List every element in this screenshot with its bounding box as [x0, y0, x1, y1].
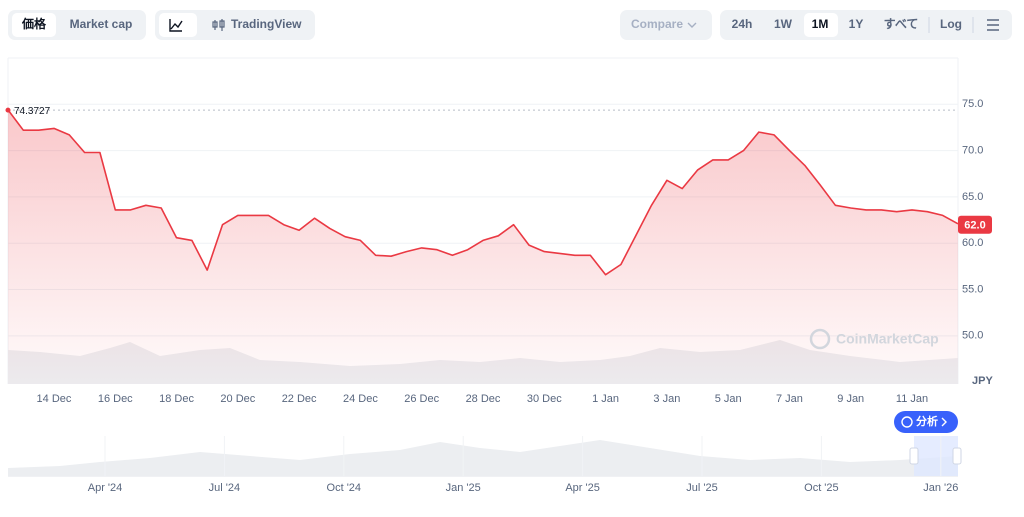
range-button[interactable]: 1M — [812, 17, 829, 31]
x-tick-label: 20 Dec — [220, 393, 255, 405]
navigator-label: Oct '25 — [804, 482, 839, 494]
last-price-label: 62.0 — [964, 220, 985, 232]
view-button[interactable]: TradingView — [231, 17, 302, 31]
navigator-area — [8, 440, 958, 476]
reference-label: 74.3727 — [14, 106, 51, 117]
navigator-label: Apr '24 — [88, 482, 123, 494]
compare-button[interactable] — [620, 10, 712, 40]
navigator-label: Oct '24 — [327, 482, 362, 494]
x-tick-label: 16 Dec — [98, 393, 133, 405]
analysis-button[interactable] — [894, 411, 958, 433]
navigator-label: Jul '25 — [686, 482, 717, 494]
plot — [5, 103, 959, 385]
x-tick-label: 24 Dec — [343, 393, 378, 405]
active-view[interactable] — [159, 13, 197, 37]
tab[interactable]: 価格 — [21, 16, 47, 31]
x-tick-label: 26 Dec — [404, 393, 439, 405]
x-tick-label: 3 Jan — [653, 393, 680, 405]
x-tick-label: 30 Dec — [527, 393, 562, 405]
x-tick-label: 18 Dec — [159, 393, 194, 405]
active-range — [804, 13, 838, 37]
unit-label: JPY — [972, 375, 993, 387]
candle-icon — [212, 19, 225, 31]
x-tick-label: 5 Jan — [715, 393, 742, 405]
navigator-window[interactable] — [914, 436, 958, 476]
navigator-label: Jul '24 — [209, 482, 240, 494]
watermark: CoinMarketCap — [836, 331, 939, 347]
chevron — [941, 417, 947, 427]
price-area — [8, 109, 958, 385]
navigator-handle[interactable] — [952, 447, 962, 465]
range-button[interactable]: 24h — [732, 17, 753, 31]
x-tick-label: 9 Jan — [837, 393, 864, 405]
y-tick-label: 50.0 — [962, 330, 983, 342]
range-button[interactable]: すべて — [884, 17, 919, 31]
navigator-label: Jan '26 — [923, 482, 958, 494]
analysis-label: 分析 — [916, 414, 938, 428]
chevron — [687, 22, 697, 28]
range-group — [720, 10, 1012, 40]
x-tick-label: 1 Jan — [592, 393, 619, 405]
navigator-handle[interactable] — [909, 447, 919, 465]
y-tick-label: 75.0 — [962, 98, 983, 110]
last-price-badge — [958, 215, 992, 234]
x-tick-label: 28 Dec — [466, 393, 501, 405]
x-tick-label: 7 Jan — [776, 393, 803, 405]
watermark-logo — [809, 328, 831, 350]
price-line — [7, 109, 959, 276]
x-tick-label: 11 Jan — [896, 393, 928, 405]
x-tick-label: 22 Dec — [282, 393, 317, 405]
y-tick-label: 65.0 — [962, 191, 983, 203]
y-tick-label: 70.0 — [962, 145, 983, 157]
range-button[interactable]: 1W — [774, 17, 793, 31]
settings-icon[interactable] — [987, 19, 999, 31]
navigator-label: Apr '25 — [565, 482, 600, 494]
navigator-label: Jan '25 — [446, 482, 481, 494]
x-tick-label: 14 Dec — [37, 393, 72, 405]
active-tab — [12, 13, 56, 37]
y-tick-label: 55.0 — [962, 283, 983, 295]
y-tick-label: 60.0 — [962, 237, 983, 249]
line-icon — [169, 19, 183, 32]
compare-label: Compare — [631, 17, 683, 31]
log-button[interactable]: Log — [940, 17, 962, 31]
analysis-icon — [901, 416, 913, 428]
tab[interactable]: Market cap — [70, 17, 133, 31]
range-button[interactable]: 1Y — [849, 17, 864, 31]
